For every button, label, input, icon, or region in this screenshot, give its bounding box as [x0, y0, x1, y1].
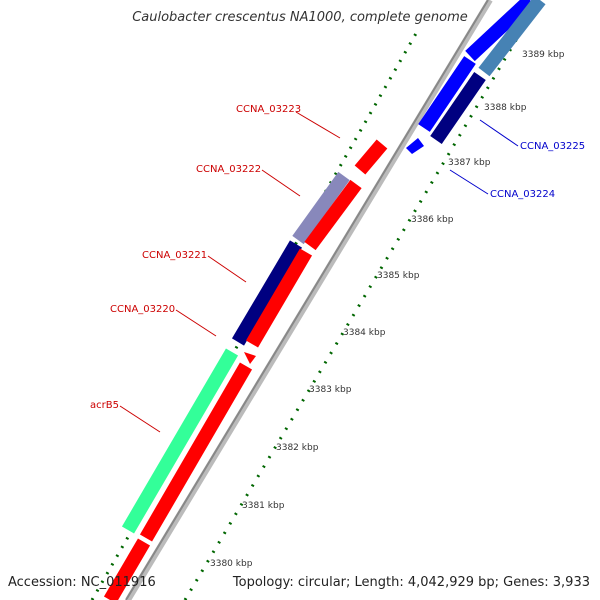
map-title: Caulobacter crescentus NA1000, complete …	[132, 10, 468, 25]
topology-text: Topology: circular; Length: 4,042,929 bp…	[232, 575, 590, 590]
gene-label: CCNA_03223	[236, 104, 301, 115]
gene-ccna-03224[interactable]	[406, 138, 424, 154]
gene-ccna-03223[interactable]	[354, 139, 388, 175]
gene-ccna-03225[interactable]	[430, 72, 486, 144]
leader-ccna-03223	[295, 111, 341, 139]
leader-ccna-03221	[207, 255, 247, 283]
backbone	[125, 0, 489, 600]
kbp-tick-label: 3384 kbp	[343, 328, 386, 338]
accession-text: Accession: NC_011916	[8, 575, 156, 590]
gene-forward-1[interactable]	[103, 538, 151, 600]
gene-label: CCNA_03224	[490, 189, 555, 200]
kbp-tick-label: 3386 kbp	[411, 215, 454, 225]
kbp-tick-label: 3382 kbp	[276, 443, 319, 453]
gene-forward-small-arrow[interactable]	[244, 352, 256, 364]
gene-blue-2[interactable]	[465, 0, 535, 62]
backbone-shadow	[125, 0, 493, 600]
gene-ccna-03220[interactable]	[231, 240, 303, 346]
scale-dotted-track	[183, 29, 524, 600]
leader-acrB5	[119, 405, 161, 433]
gene-ccna-03222[interactable]	[304, 179, 362, 251]
gene-steelblue[interactable]	[478, 0, 546, 77]
gene-ccna-03221-light[interactable]	[292, 171, 350, 245]
kbp-tick-label: 3385 kbp	[377, 271, 420, 281]
leader-ccna-03222	[261, 169, 301, 197]
kbp-tick-label: 3387 kbp	[448, 158, 491, 168]
gene-label: CCNA_03220	[110, 304, 175, 315]
gene-label: CCNA_03222	[196, 164, 261, 175]
kbp-tick-label: 3383 kbp	[309, 385, 352, 395]
leader-ccna-03220	[175, 309, 217, 337]
gene-forward-2[interactable]	[139, 362, 253, 542]
gene-label: CCNA_03225	[520, 141, 585, 152]
kbp-tick-label: 3388 kbp	[484, 103, 527, 113]
kbp-tick-label: 3380 kbp	[210, 559, 253, 569]
gene-blue-1[interactable]	[418, 56, 476, 132]
gene-label: CCNA_03221	[142, 250, 207, 261]
gene-acrB5[interactable]	[121, 348, 239, 534]
leader-ccna-03225	[479, 119, 519, 147]
gene-ccna-03221[interactable]	[245, 248, 313, 348]
leader-ccna-03224	[449, 169, 489, 195]
gene-label: acrB5	[90, 400, 119, 411]
kbp-tick-label: 3389 kbp	[522, 50, 565, 60]
kbp-tick-label: 3381 kbp	[242, 501, 285, 511]
